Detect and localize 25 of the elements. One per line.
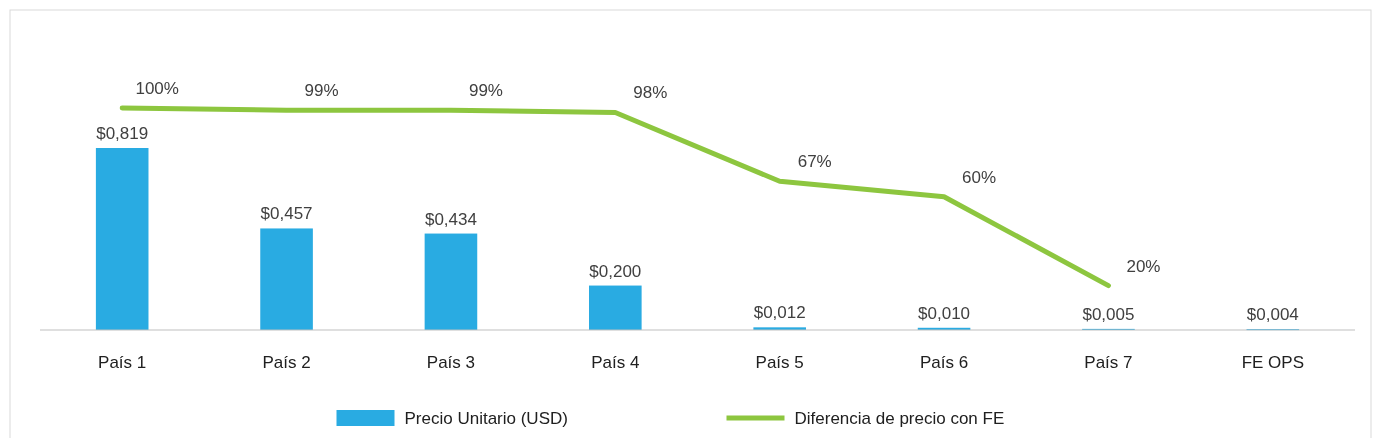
data-label: 60%: [962, 167, 997, 187]
x-tick-label: País 2: [262, 353, 311, 372]
data-label: 100%: [135, 79, 179, 98]
x-tick-label: País 1: [98, 353, 147, 372]
x-tick-label: País 3: [426, 353, 476, 372]
data-label: $0,010: [918, 303, 971, 323]
data-label: $0,012: [753, 303, 806, 323]
data-label: 20%: [1126, 256, 1161, 276]
legend-label: Precio Unitario (USD): [404, 409, 568, 428]
legend-label: Diferencia de precio con FE: [794, 409, 1005, 428]
data-label: $0,819: [96, 124, 149, 143]
data-label: 99%: [304, 81, 339, 101]
x-tick-label: País 5: [755, 353, 804, 372]
data-label: 99%: [468, 81, 503, 101]
data-label: $0,434: [424, 209, 477, 229]
data-label: $0,200: [589, 261, 642, 281]
x-tick-label: País 7: [1084, 353, 1133, 372]
x-tick-label: FE OPS: [1241, 353, 1304, 372]
data-label: $0,005: [1082, 304, 1135, 324]
x-tick-label: País 6: [919, 353, 969, 372]
data-label: $0,457: [260, 204, 313, 224]
data-label: 98%: [633, 83, 668, 103]
data-label: 67%: [797, 152, 832, 172]
data-label: $0,004: [1246, 305, 1299, 325]
x-tick-label: País 4: [591, 353, 640, 372]
